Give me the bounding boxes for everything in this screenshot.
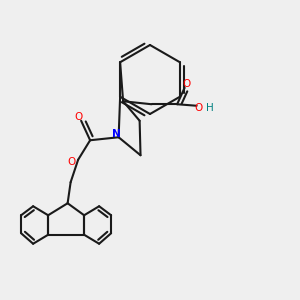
Text: N: N bbox=[112, 129, 121, 139]
Text: O: O bbox=[68, 157, 76, 167]
Text: H: H bbox=[206, 103, 213, 113]
Text: O: O bbox=[194, 103, 202, 113]
Text: O: O bbox=[182, 79, 190, 89]
Text: O: O bbox=[75, 112, 83, 122]
